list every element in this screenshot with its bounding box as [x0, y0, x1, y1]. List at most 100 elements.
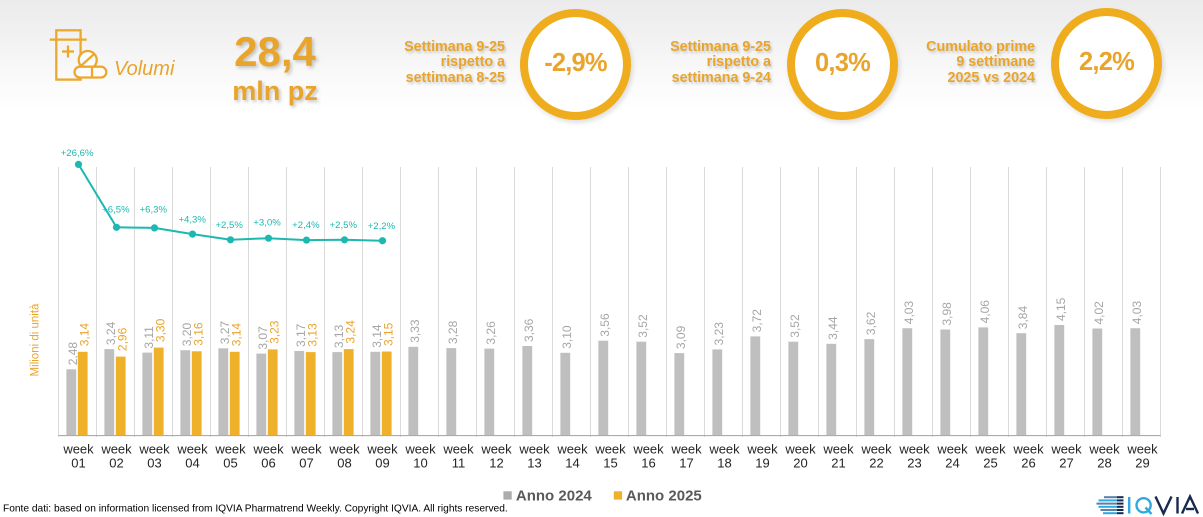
svg-text:08: 08	[337, 456, 351, 471]
svg-text:3,72: 3,72	[750, 309, 764, 333]
svg-text:3,10: 3,10	[560, 325, 574, 349]
svg-text:week: week	[898, 442, 930, 457]
svg-text:09: 09	[375, 456, 389, 471]
svg-text:week: week	[214, 442, 246, 457]
svg-text:28: 28	[1097, 456, 1111, 471]
svg-text:3,15: 3,15	[381, 322, 395, 346]
svg-text:week: week	[100, 442, 132, 457]
svg-text:05: 05	[223, 456, 237, 471]
svg-text:15: 15	[603, 456, 617, 471]
svg-text:3,84: 3,84	[1016, 306, 1030, 330]
svg-text:3,11: 3,11	[142, 326, 156, 349]
svg-text:week: week	[1050, 442, 1082, 457]
svg-text:3,17: 3,17	[294, 323, 308, 347]
svg-text:3,26: 3,26	[484, 321, 498, 345]
svg-text:+2,5%: +2,5%	[215, 220, 243, 231]
svg-text:18: 18	[717, 456, 731, 471]
svg-text:16: 16	[641, 456, 655, 471]
svg-text:02: 02	[109, 456, 123, 471]
svg-text:+26,6%: +26,6%	[61, 148, 94, 159]
svg-text:25: 25	[983, 456, 997, 471]
svg-text:10: 10	[413, 456, 427, 471]
svg-text:week: week	[442, 442, 474, 457]
svg-text:week: week	[670, 442, 702, 457]
svg-text:03: 03	[147, 456, 161, 471]
svg-text:14: 14	[565, 456, 579, 471]
svg-text:3,07: 3,07	[256, 326, 270, 350]
svg-text:3,52: 3,52	[636, 314, 650, 338]
svg-text:13: 13	[527, 456, 541, 471]
svg-text:+6,5%: +6,5%	[102, 204, 130, 215]
svg-text:week: week	[1012, 442, 1044, 457]
svg-text:week: week	[328, 442, 360, 457]
svg-text:Anno 2024: Anno 2024	[516, 488, 593, 505]
svg-text:3,14: 3,14	[370, 324, 384, 348]
svg-text:3,24: 3,24	[104, 321, 118, 345]
svg-text:3,13: 3,13	[305, 323, 319, 347]
svg-text:4,03: 4,03	[902, 301, 916, 325]
svg-text:27: 27	[1059, 456, 1073, 471]
svg-text:3,24: 3,24	[343, 320, 357, 344]
svg-text:01: 01	[71, 456, 85, 471]
svg-text:4,15: 4,15	[1054, 297, 1068, 321]
svg-text:21: 21	[831, 456, 845, 471]
svg-text:3,14: 3,14	[77, 323, 91, 347]
svg-text:3,14: 3,14	[229, 323, 243, 347]
svg-text:Anno 2025: Anno 2025	[626, 488, 702, 505]
svg-text:24: 24	[945, 456, 959, 471]
svg-text:week: week	[290, 442, 322, 457]
svg-text:17: 17	[679, 456, 693, 471]
svg-text:week: week	[176, 442, 208, 457]
svg-text:3,27: 3,27	[218, 321, 232, 345]
svg-text:3,30: 3,30	[153, 318, 167, 342]
svg-text:week: week	[138, 442, 170, 457]
svg-text:+2,2%: +2,2%	[368, 221, 396, 232]
svg-text:11: 11	[452, 456, 466, 471]
svg-text:3,23: 3,23	[712, 322, 726, 346]
svg-text:week: week	[974, 442, 1006, 457]
svg-text:29: 29	[1135, 456, 1149, 471]
svg-text:week: week	[1126, 442, 1158, 457]
svg-text:week: week	[746, 442, 778, 457]
svg-text:+3,0%: +3,0%	[253, 217, 281, 228]
svg-text:week: week	[594, 442, 626, 457]
svg-text:3,36: 3,36	[522, 318, 536, 342]
svg-text:3,33: 3,33	[408, 319, 422, 343]
svg-text:3,16: 3,16	[191, 322, 205, 346]
svg-text:23: 23	[907, 456, 921, 471]
svg-text:week: week	[366, 442, 398, 457]
svg-text:3,62: 3,62	[864, 311, 878, 335]
svg-text:04: 04	[185, 456, 199, 471]
svg-text:+2,5%: +2,5%	[330, 220, 358, 231]
svg-text:week: week	[822, 442, 854, 457]
svg-text:2,96: 2,96	[115, 327, 129, 351]
svg-text:week: week	[252, 442, 284, 457]
svg-text:20: 20	[793, 456, 807, 471]
svg-text:week: week	[480, 442, 512, 457]
svg-text:26: 26	[1021, 456, 1035, 471]
svg-text:Fonte dati: based on informati: Fonte dati: based on information license…	[3, 504, 508, 515]
svg-text:3,44: 3,44	[826, 316, 840, 340]
svg-text:3,56: 3,56	[598, 313, 612, 337]
svg-text:19: 19	[755, 456, 769, 471]
svg-text:week: week	[518, 442, 550, 457]
svg-text:3,28: 3,28	[446, 320, 460, 344]
svg-text:+4,3%: +4,3%	[178, 215, 206, 226]
svg-text:3,52: 3,52	[788, 314, 802, 338]
svg-text:week: week	[936, 442, 968, 457]
svg-text:12: 12	[489, 456, 503, 471]
svg-text:4,03: 4,03	[1130, 301, 1144, 325]
svg-text:3,09: 3,09	[674, 325, 688, 349]
svg-text:week: week	[632, 442, 664, 457]
svg-text:4,02: 4,02	[1092, 301, 1106, 325]
svg-text:+2,4%: +2,4%	[292, 220, 320, 231]
svg-text:2,48: 2,48	[66, 342, 80, 366]
svg-text:week: week	[860, 442, 892, 457]
svg-text:3,13: 3,13	[332, 324, 346, 348]
svg-text:week: week	[62, 442, 94, 457]
svg-text:22: 22	[869, 456, 883, 471]
svg-text:week: week	[784, 442, 816, 457]
svg-text:week: week	[708, 442, 740, 457]
svg-text:06: 06	[261, 456, 275, 471]
svg-text:07: 07	[299, 456, 313, 471]
